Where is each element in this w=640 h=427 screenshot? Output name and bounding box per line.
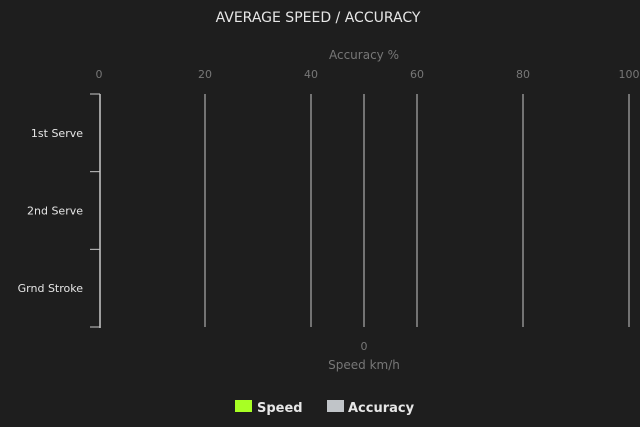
bottom-tick-label: 0: [361, 340, 368, 353]
category-axis: 1st Serve 2nd Serve Grnd Stroke: [18, 93, 101, 328]
top-tick-label: 0: [96, 68, 103, 81]
chart-title: AVERAGE SPEED / ACCURACY: [216, 10, 421, 26]
legend-swatch-accuracy: [327, 400, 344, 412]
top-tick-label: 60: [410, 68, 424, 81]
top-tick-label: 100: [619, 68, 640, 81]
bottom-axis-ticks: 0: [361, 340, 368, 353]
legend-label-speed: Speed: [257, 401, 303, 416]
category-label: 1st Serve: [31, 127, 83, 140]
top-axis-ticks: 0 20 40 60 80 100: [96, 68, 640, 81]
top-axis-label: Accuracy %: [329, 48, 399, 62]
bottom-axis-label: Speed km/h: [328, 358, 400, 372]
top-tick-label: 40: [304, 68, 318, 81]
category-label: 2nd Serve: [27, 205, 83, 218]
legend-swatch-speed: [235, 400, 252, 412]
top-tick-label: 80: [516, 68, 530, 81]
legend: Speed Accuracy: [235, 400, 415, 416]
gridlines: [204, 94, 630, 327]
top-tick-label: 20: [198, 68, 212, 81]
category-label: Grnd Stroke: [18, 282, 84, 295]
legend-label-accuracy: Accuracy: [348, 401, 415, 416]
